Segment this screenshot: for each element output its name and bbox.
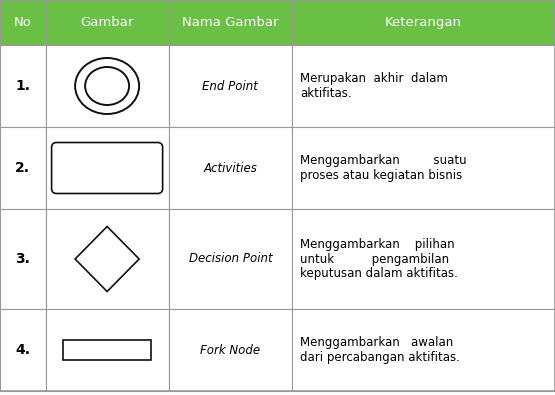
Bar — [46, 45, 169, 127]
Text: aktifitas.: aktifitas. — [300, 87, 351, 100]
Polygon shape — [75, 226, 139, 292]
FancyBboxPatch shape — [52, 143, 163, 194]
Bar — [169, 209, 292, 309]
Bar — [292, 45, 555, 127]
Text: Nama Gambar: Nama Gambar — [182, 16, 279, 29]
Bar — [169, 45, 292, 127]
Ellipse shape — [85, 67, 129, 105]
Text: Keterangan: Keterangan — [385, 16, 462, 29]
Text: keputusan dalam aktifitas.: keputusan dalam aktifitas. — [300, 267, 458, 280]
Text: No: No — [14, 16, 32, 29]
Text: 1.: 1. — [15, 79, 31, 93]
Bar — [292, 0, 555, 45]
Text: untuk          pengambilan: untuk pengambilan — [300, 252, 449, 265]
Text: 3.: 3. — [16, 252, 30, 266]
Bar — [169, 0, 292, 45]
Bar — [292, 209, 555, 309]
Bar — [0, 209, 46, 309]
Text: 4.: 4. — [15, 343, 31, 357]
Bar — [46, 209, 169, 309]
Text: Decision Point: Decision Point — [189, 252, 272, 265]
Bar — [46, 309, 169, 391]
Bar — [46, 0, 169, 45]
Text: Merupakan  akhir  dalam: Merupakan akhir dalam — [300, 72, 448, 85]
Text: End Point: End Point — [203, 79, 258, 92]
Bar — [0, 309, 46, 391]
Bar — [292, 309, 555, 391]
Text: Activities: Activities — [203, 162, 258, 175]
Bar — [0, 45, 46, 127]
Bar — [169, 127, 292, 209]
Text: Fork Node: Fork Node — [200, 344, 260, 357]
Bar — [0, 127, 46, 209]
Ellipse shape — [75, 58, 139, 114]
Text: Gambar: Gambar — [80, 16, 134, 29]
Text: 2.: 2. — [15, 161, 31, 175]
Text: Menggambarkan   awalan: Menggambarkan awalan — [300, 336, 453, 349]
Bar — [0, 0, 46, 45]
Text: Menggambarkan    pilihan: Menggambarkan pilihan — [300, 238, 455, 251]
Bar — [292, 127, 555, 209]
Bar — [63, 340, 152, 360]
Text: Menggambarkan         suatu: Menggambarkan suatu — [300, 154, 467, 167]
Text: dari percabangan aktifitas.: dari percabangan aktifitas. — [300, 351, 460, 364]
Bar — [46, 127, 169, 209]
Bar — [169, 309, 292, 391]
Text: proses atau kegiatan bisnis: proses atau kegiatan bisnis — [300, 169, 462, 182]
